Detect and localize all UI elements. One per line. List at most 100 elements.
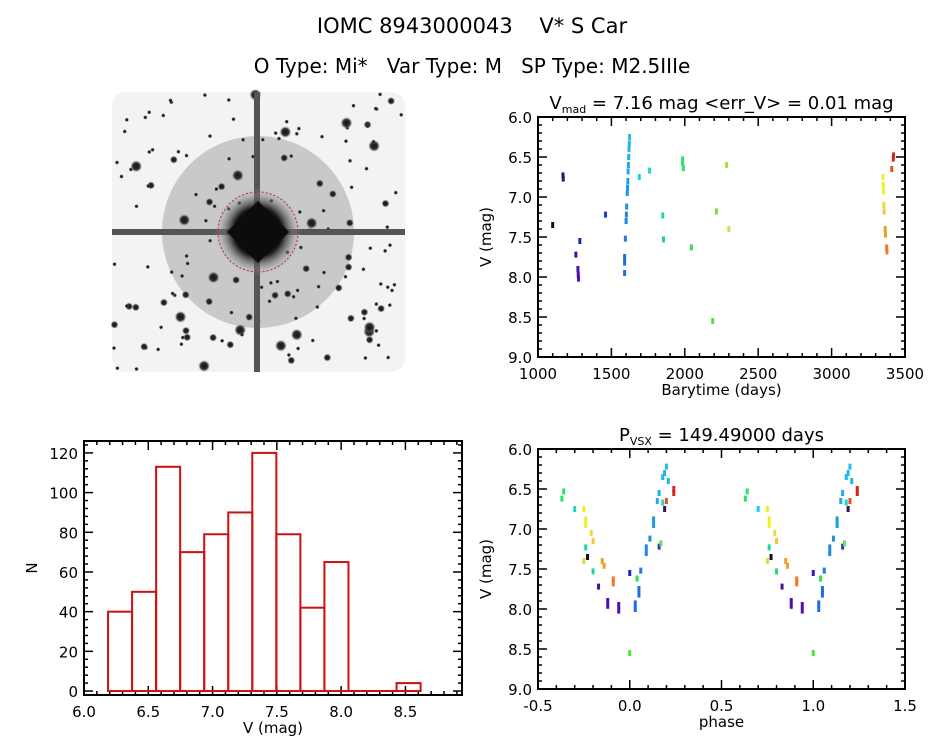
field-star (344, 253, 353, 262)
data-point (584, 522, 588, 528)
x-tick-label: 1000 (519, 365, 557, 383)
field-star (305, 217, 318, 230)
histogram-bar (179, 551, 206, 693)
x-axis-label: V (mag) (243, 719, 303, 737)
field-star (381, 199, 390, 208)
chart-title: IOMC 8943000043 V* S Car (316, 14, 628, 38)
data-point (767, 516, 771, 523)
data-point (659, 540, 663, 547)
field-star (143, 115, 148, 120)
field-star (385, 285, 390, 290)
field-star (376, 343, 381, 348)
y-tick-label: 60 (59, 564, 78, 582)
data-point (820, 591, 824, 598)
histogram-bar (107, 610, 134, 693)
data-point (551, 222, 555, 228)
lightcurve-plot: 1000 1500 2000 2500 3000 3500 6.0 6.5 7.0 7.5 8.0 8… (477, 93, 924, 399)
data-point (628, 134, 632, 140)
data-point (635, 575, 639, 582)
x-tick-label: 2500 (739, 365, 777, 383)
field-star (315, 304, 320, 310)
x-tick-label: 0.5 (710, 697, 734, 715)
y-tick-label: 40 (59, 604, 78, 622)
data-point (627, 154, 631, 160)
data-point (784, 558, 788, 564)
field-star (319, 134, 325, 139)
data-point (626, 178, 630, 184)
field-star (214, 186, 219, 192)
x-tick-label: 1500 (592, 365, 630, 383)
data-point (800, 602, 804, 608)
title-subscript: VSX (630, 435, 653, 448)
x-axis-label: phase (699, 713, 744, 731)
field-star (315, 179, 324, 188)
field-star (321, 270, 327, 275)
field-star (207, 271, 220, 284)
field-star (155, 347, 161, 352)
data-point (623, 235, 627, 242)
field-star (279, 126, 292, 138)
data-point (800, 607, 804, 614)
plot-frame (83, 440, 463, 696)
field-star (347, 158, 353, 163)
plot-frame (537, 116, 906, 358)
data-point (623, 254, 627, 260)
data-point (786, 562, 790, 569)
data-point (633, 606, 637, 612)
field-star (294, 131, 299, 136)
data-point (600, 558, 604, 564)
data-point (681, 159, 685, 166)
y-tick-label: 6.5 (508, 149, 532, 167)
field-star (183, 333, 192, 342)
field-star (226, 97, 231, 103)
data-point (881, 174, 885, 180)
field-star (176, 149, 181, 154)
field-star (114, 160, 120, 165)
data-point (844, 499, 848, 506)
field-star (371, 139, 376, 144)
x-tick-label: 1.5 (893, 697, 917, 715)
field-star (328, 190, 337, 198)
field-star (203, 218, 209, 223)
field-star (361, 316, 367, 321)
data-point (855, 486, 859, 492)
histogram-bar (395, 682, 422, 693)
field-star (168, 98, 173, 103)
field-star (344, 263, 353, 272)
field-star (145, 264, 150, 270)
data-point (655, 498, 659, 504)
data-point (562, 488, 566, 495)
data-point (855, 490, 859, 496)
field-star (134, 366, 139, 372)
field-star (130, 160, 143, 173)
field-star (392, 282, 397, 287)
data-point (573, 506, 577, 512)
data-point (885, 244, 889, 251)
field-star (368, 139, 381, 152)
data-point (627, 140, 631, 147)
field-star (389, 288, 395, 293)
field-star (290, 328, 303, 341)
field-star (202, 92, 208, 98)
field-star (377, 304, 386, 313)
data-point (652, 522, 656, 528)
field-star (150, 147, 155, 152)
field-star (134, 204, 139, 209)
data-point (574, 251, 578, 258)
phase-plot: -0.5 0.0 0.5 1.0 1.5 6.0 6.5 7.0 7.5 8.0 8.5 9.0 pha… (477, 425, 917, 731)
field-star (293, 316, 299, 321)
histogram-bar (155, 465, 182, 693)
data-point (780, 583, 784, 590)
data-point (662, 236, 666, 243)
data-point (885, 248, 889, 255)
y-tick-label: 6.0 (508, 441, 532, 459)
y-tick-label: 6.5 (508, 481, 532, 499)
data-point (644, 550, 648, 556)
field-star (268, 280, 274, 286)
field-star (387, 97, 396, 105)
field-star (360, 308, 369, 317)
field-star (393, 190, 398, 195)
data-point (689, 244, 693, 251)
data-point (666, 478, 670, 484)
data-point (891, 155, 895, 162)
